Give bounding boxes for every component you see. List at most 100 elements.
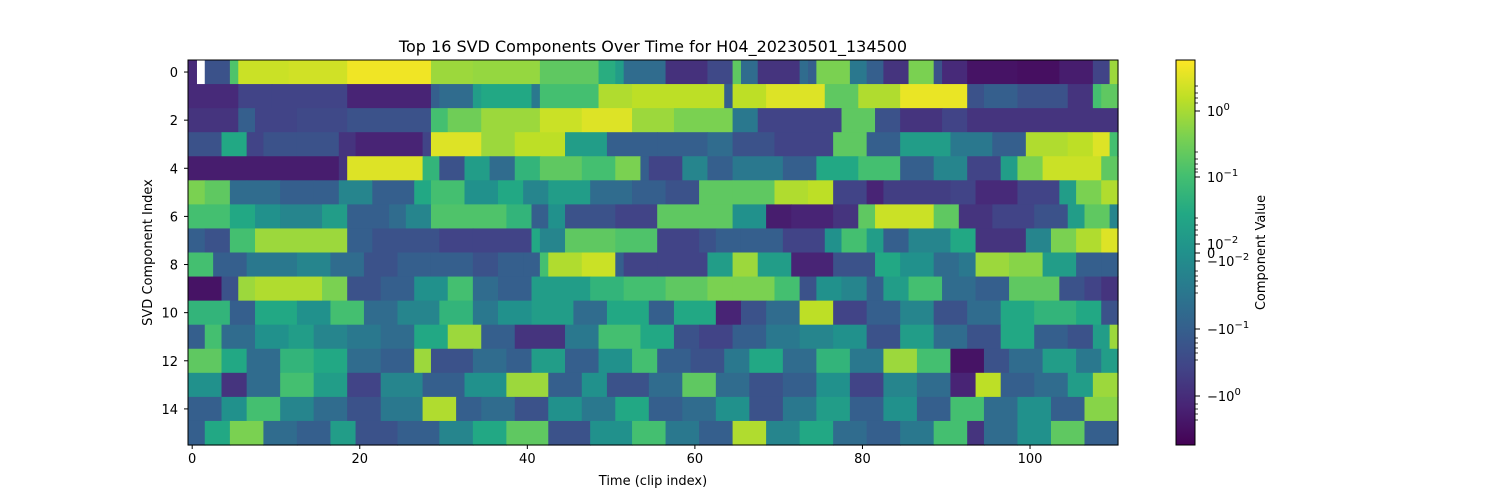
heatmap-cell: [950, 372, 977, 398]
colorbar-tick-label: −100: [1207, 387, 1241, 405]
heatmap-cell: [774, 132, 834, 157]
heatmap-cell: [950, 228, 977, 254]
heatmap-cell: [673, 300, 717, 326]
heatmap-cell: [338, 180, 373, 205]
heatmap-cell: [1042, 156, 1102, 181]
heatmap-cell: [221, 372, 248, 398]
heatmap-cell: [816, 396, 851, 422]
heatmap-cell: [858, 204, 876, 230]
heatmap-cell: [246, 252, 298, 278]
y-tick-label: 12: [161, 355, 178, 370]
heatmap-cell: [1067, 204, 1086, 230]
heatmap-cell: [699, 228, 717, 254]
heatmap-cell: [732, 132, 776, 157]
y-axis-ticks: 0 2 4 6 8 10 12 14: [161, 66, 188, 418]
heatmap-cell: [983, 84, 1019, 109]
heatmap-cell: [690, 348, 725, 374]
heatmap-cell: [430, 252, 474, 278]
heatmap-cell: [707, 60, 734, 85]
heatmap-cell: [447, 324, 482, 350]
x-axis-ticks: 0 20 40 60 80 100: [188, 445, 1042, 467]
heatmap-cell: [699, 420, 734, 446]
colorbar-gradient: [1175, 59, 1196, 446]
heatmap-cell: [481, 84, 499, 109]
heatmap-cell: [1109, 132, 1119, 157]
heatmap-cell: [204, 420, 231, 446]
heatmap-cell: [347, 108, 432, 133]
heatmap-cell: [255, 228, 348, 254]
heatmap-cell: [531, 276, 591, 302]
heatmap-cell: [263, 132, 298, 157]
heatmap-cell: [506, 372, 549, 398]
heatmap-cell: [1076, 300, 1102, 326]
heatmap-cell: [405, 204, 432, 230]
heatmap-cell: [707, 252, 734, 278]
heatmap-cell: [657, 348, 692, 374]
heatmap-cell: [1101, 180, 1119, 205]
heatmap-cell: [255, 204, 281, 230]
heatmap-cell: [238, 108, 256, 133]
heatmap-cell: [397, 300, 440, 326]
heatmap-cell: [263, 420, 298, 446]
heatmap-cell: [288, 60, 348, 85]
heatmap-cell: [640, 156, 650, 181]
heatmap-cell: [732, 276, 776, 302]
heatmap-cell: [673, 324, 700, 350]
heatmap-cell: [246, 132, 265, 157]
heatmap-cell: [933, 324, 968, 350]
heatmap-cell: [866, 60, 885, 85]
heatmap-cell: [481, 324, 516, 350]
y-tick-label: 10: [161, 307, 178, 322]
y-tick-label: 14: [161, 403, 178, 418]
heatmap-cell: [464, 372, 507, 398]
heatmap-cell: [296, 132, 340, 157]
heatmap-cell: [296, 252, 332, 278]
heatmap-cell: [1076, 180, 1102, 205]
heatmap-cell: [581, 156, 616, 181]
heatmap-cell: [280, 396, 315, 422]
heatmap-cell: [1017, 84, 1069, 109]
heatmap-cell: [565, 204, 616, 230]
heatmap-cell: [950, 396, 985, 422]
heatmap-cell: [1017, 180, 1060, 205]
heatmap-cell: [942, 60, 968, 85]
heatmap-cell: [816, 372, 851, 398]
heatmap-cell: [1067, 372, 1094, 398]
heatmap-cell: [1059, 60, 1094, 85]
heatmap-cell: [749, 348, 784, 374]
heatmap-cell: [1067, 132, 1094, 157]
heatmap-cell: [732, 204, 767, 230]
heatmap-cell: [975, 180, 1019, 205]
heatmap-cell: [975, 252, 1010, 278]
heatmap-cell: [883, 228, 910, 254]
heatmap-cell: [1025, 132, 1069, 157]
heatmap-cell: [238, 60, 290, 85]
heatmap-cells: [188, 60, 1119, 446]
heatmap-cell: [598, 324, 642, 350]
heatmap-cell: [615, 396, 650, 422]
heatmap-cell: [992, 204, 1035, 230]
heatmap-cell: [347, 372, 382, 398]
heatmap-cell: [204, 228, 231, 254]
heatmap-cell: [229, 204, 256, 230]
heatmap-cell: [506, 204, 533, 230]
heatmap-cell: [774, 276, 801, 302]
heatmap-cell: [900, 252, 935, 278]
heatmap-cell: [498, 84, 533, 109]
colorbar-ticks: 100 10−1 10−20−10−2 −10−1 −100: [1195, 85, 1249, 421]
heatmap-cell: [799, 276, 817, 302]
x-tick-label: 80: [854, 452, 871, 467]
x-axis-label: Time (clip index): [598, 474, 707, 489]
heatmap-cell: [799, 300, 834, 326]
heatmap-cell: [782, 372, 817, 398]
heatmap-cell: [808, 180, 834, 205]
heatmap-cell: [472, 276, 499, 302]
heatmap-cell: [967, 108, 1119, 133]
heatmap-cell: [472, 420, 507, 446]
heatmap-cell: [280, 348, 315, 374]
heatmap-cell: [414, 324, 449, 350]
heatmap-cell: [430, 348, 474, 374]
heatmap-cell: [1067, 84, 1094, 109]
heatmap-cell: [472, 252, 499, 278]
heatmap-cell: [548, 396, 583, 422]
